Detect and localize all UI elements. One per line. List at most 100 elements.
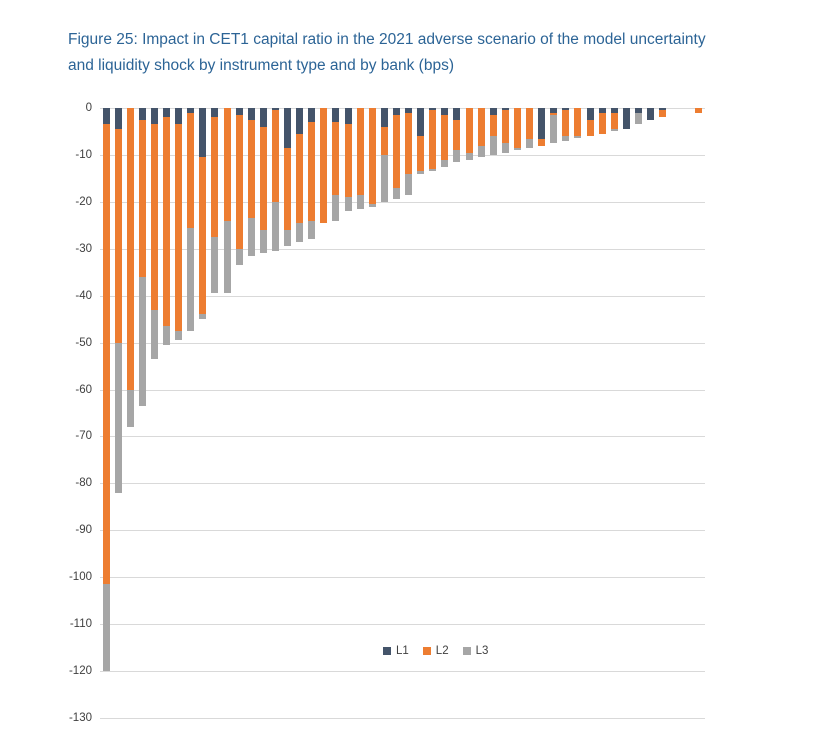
- bar-37-segment-l2: [538, 138, 546, 146]
- bar-22-segment-l3: [356, 194, 364, 209]
- y-tick-label--110: -110: [69, 618, 92, 631]
- bar-6-segment-l3: [163, 326, 171, 345]
- bar-20-segment-l3: [332, 194, 340, 221]
- y-tick-label--40: -40: [75, 289, 92, 302]
- y-tick-label--130: -130: [68, 712, 92, 724]
- bar-26-segment-l1: [405, 108, 413, 113]
- gridline--100: [100, 577, 705, 579]
- y-tick-label--60: -60: [75, 383, 92, 396]
- bar-36-segment-l2: [526, 108, 534, 139]
- bar-12-segment-l1: [235, 108, 243, 116]
- legend-swatch-l2-icon: [422, 647, 431, 655]
- y-tick-label-0: 0: [85, 102, 92, 114]
- bar-28-segment-l3: [429, 169, 437, 172]
- bar-9-segment-l3: [199, 314, 207, 320]
- bar-12-segment-l2: [235, 115, 243, 249]
- bar-21-segment-l3: [344, 197, 352, 212]
- legend-item-l2: L2: [422, 645, 449, 657]
- bar-16-segment-l1: [284, 108, 292, 148]
- bar-26-segment-l3: [405, 173, 413, 195]
- bar-46-segment-l1: [647, 108, 655, 120]
- bar-12-segment-l3: [235, 248, 243, 266]
- bar-20-segment-l1: [332, 108, 340, 123]
- bar-20-segment-l2: [332, 122, 340, 195]
- bar-31-segment-l2: [465, 108, 473, 153]
- legend-item-l3: L3: [462, 645, 488, 657]
- bar-7-segment-l1: [175, 108, 183, 125]
- bar-4-segment-l2: [138, 119, 146, 277]
- y-tick-label--10: -10: [75, 148, 92, 161]
- bar-36-segment-l3: [526, 138, 534, 148]
- bar-7-segment-l2: [175, 124, 183, 331]
- bar-6-segment-l1: [163, 108, 171, 118]
- figure-title-line2: and liquidity shock by instrument type a…: [68, 57, 454, 74]
- bar-5-segment-l1: [150, 108, 158, 125]
- bar-5-segment-l2: [150, 124, 158, 310]
- bar-11-segment-l2: [223, 108, 231, 221]
- bar-22-segment-l2: [356, 108, 364, 195]
- bar-21-segment-l1: [344, 108, 352, 125]
- bar-18-segment-l1: [308, 108, 316, 123]
- bar-3-segment-l2: [126, 108, 134, 390]
- legend-item-l1: L1: [383, 645, 409, 657]
- bar-29-segment-l1: [441, 108, 449, 116]
- bar-2-segment-l2: [114, 129, 122, 343]
- bar-43-segment-l3: [610, 129, 618, 132]
- bar-16-segment-l3: [284, 230, 292, 247]
- y-tick-label--90: -90: [75, 524, 92, 537]
- bar-27-segment-l1: [417, 108, 425, 137]
- bar-25-segment-l2: [392, 115, 400, 188]
- bar-18-segment-l2: [308, 122, 316, 221]
- bar-40-segment-l2: [574, 108, 582, 137]
- bar-47-segment-l1: [659, 108, 667, 111]
- bar-3-segment-l3: [126, 389, 134, 428]
- bar-14-segment-l3: [259, 230, 267, 254]
- bar-27-segment-l3: [417, 171, 425, 174]
- bar-33-segment-l3: [489, 136, 497, 155]
- y-tick-label--30: -30: [75, 242, 92, 255]
- bar-38-segment-l2: [550, 112, 558, 116]
- y-tick-label--50: -50: [75, 336, 92, 349]
- bar-19-segment-l2: [320, 108, 328, 223]
- bar-24-segment-l2: [380, 126, 388, 155]
- gridline--110: [100, 624, 705, 626]
- bar-31-segment-l3: [465, 152, 473, 160]
- gridline--120: [100, 671, 705, 673]
- bar-2-segment-l3: [114, 342, 122, 493]
- bar-23-segment-l2: [368, 108, 376, 205]
- bar-24-segment-l1: [380, 108, 388, 127]
- bar-21-segment-l2: [344, 124, 352, 198]
- bar-1-segment-l2: [102, 124, 110, 585]
- bar-39-segment-l3: [562, 136, 570, 141]
- bar-14-segment-l2: [259, 126, 267, 230]
- bar-39-segment-l2: [562, 110, 570, 137]
- bar-28-segment-l2: [429, 110, 437, 169]
- bar-10-segment-l2: [211, 117, 219, 238]
- bar-30-segment-l3: [453, 150, 461, 162]
- bar-24-segment-l3: [380, 154, 388, 202]
- bar-34-segment-l1: [501, 108, 509, 111]
- bar-23-segment-l3: [368, 204, 376, 207]
- bar-18-segment-l3: [308, 220, 316, 240]
- gridline--130: [100, 718, 705, 719]
- bar-4-segment-l3: [138, 276, 146, 406]
- bar-17-segment-l3: [296, 222, 304, 242]
- bar-37-segment-l1: [538, 108, 546, 139]
- bar-26-segment-l2: [405, 112, 413, 174]
- bar-33-segment-l1: [489, 108, 497, 116]
- bar-13-segment-l3: [247, 218, 255, 256]
- bar-8-segment-l2: [187, 112, 195, 228]
- legend-label-l1: L1: [396, 645, 409, 657]
- gridline--70: [100, 436, 705, 438]
- bar-34-segment-l2: [501, 110, 509, 144]
- bar-15-segment-l1: [271, 108, 279, 111]
- bar-50-segment-l2: [695, 108, 703, 113]
- bar-41-segment-l2: [586, 119, 594, 137]
- bar-4-segment-l1: [138, 108, 146, 120]
- bar-45-segment-l3: [634, 112, 642, 125]
- gridline-0: [100, 108, 705, 109]
- y-tick-label--20: -20: [75, 195, 92, 208]
- y-tick-label--70: -70: [75, 430, 92, 443]
- bar-16-segment-l2: [284, 147, 292, 230]
